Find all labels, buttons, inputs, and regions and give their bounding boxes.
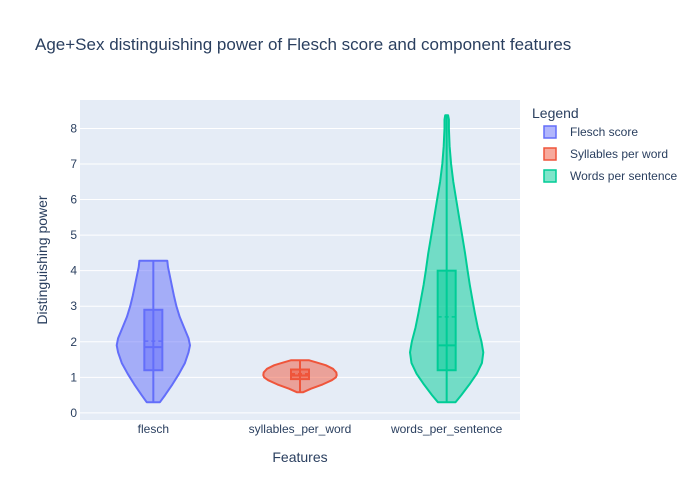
legend-swatch (543, 125, 557, 139)
y-tick-label: 5 (70, 228, 77, 242)
violin-box[interactable] (143, 308, 164, 372)
x-tick-label: syllables_per_word (249, 422, 352, 436)
y-tick-label: 4 (70, 264, 77, 278)
chart-title: Age+Sex distinguishing power of Flesch s… (35, 35, 571, 54)
legend-title: Legend (532, 105, 579, 121)
x-tick-label: flesch (138, 422, 169, 436)
violins (115, 114, 485, 404)
legend-label: Flesch score (570, 125, 638, 139)
legend: Legend Flesch score Syllables per word Wor… (532, 105, 677, 183)
legend-label: Words per sentence (570, 169, 677, 183)
x-axis-title: Features (272, 449, 327, 465)
legend-swatch (543, 147, 557, 161)
y-tick-label: 3 (70, 299, 77, 313)
violin-syllables_per_word[interactable] (262, 359, 338, 394)
legend-swatch (543, 169, 557, 183)
y-axis-ticks: 0 1 2 3 4 5 6 7 8 (70, 121, 77, 419)
y-tick-label: 7 (70, 157, 77, 171)
legend-item[interactable]: Flesch score (543, 125, 638, 139)
legend-item[interactable]: Syllables per word (543, 147, 668, 161)
legend-label: Syllables per word (570, 147, 668, 161)
violin-box[interactable] (436, 269, 457, 372)
y-tick-label: 2 (70, 335, 77, 349)
y-tick-label: 0 (70, 406, 77, 420)
y-tick-label: 6 (70, 193, 77, 207)
y-tick-label: 1 (70, 370, 77, 384)
x-axis-ticks: flesch syllables_per_word words_per_senten… (138, 422, 503, 436)
legend-item[interactable]: Words per sentence (543, 169, 677, 183)
violin-words_per_sentence[interactable] (409, 114, 485, 404)
violin-flesch[interactable] (115, 259, 191, 404)
y-axis-title: Distinguishing power (34, 195, 50, 325)
y-tick-label: 8 (70, 121, 77, 135)
x-tick-label: words_per_sentence (390, 422, 503, 436)
